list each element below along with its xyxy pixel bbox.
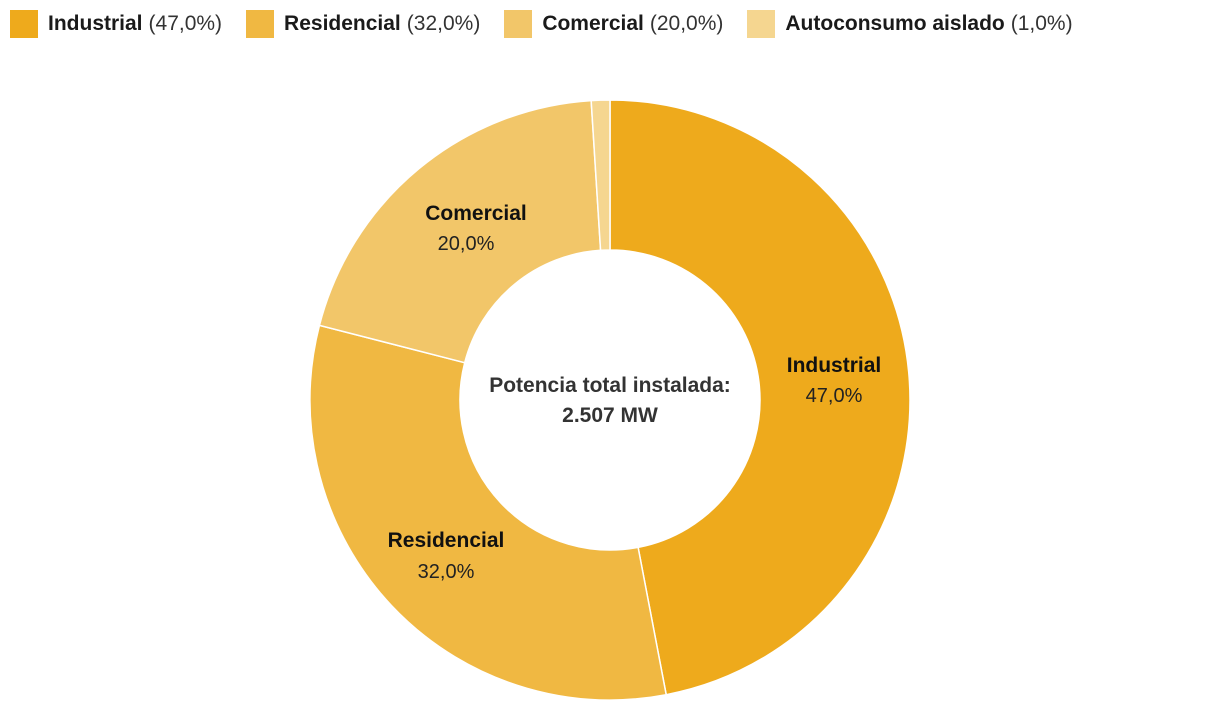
slice-label-residencial: Residencial <box>388 529 505 552</box>
slice-value-comercial: 20,0% <box>438 233 495 255</box>
slice-labels: Industrial 47,0% Residencial 32,0% Comer… <box>388 202 882 583</box>
donut-slices <box>309 99 911 701</box>
slice-value-industrial: 47,0% <box>806 385 863 407</box>
legend-item-industrial: Industrial (47,0%) <box>10 10 222 38</box>
legend-value-autoconsumo: (1,0%) <box>1010 12 1073 35</box>
legend-label-autoconsumo: Autoconsumo aislado <box>785 12 1005 35</box>
donut-slice-industrial <box>609 99 911 696</box>
slice-value-residencial: 32,0% <box>418 561 475 583</box>
legend-label-comercial: Comercial <box>542 12 644 35</box>
legend-item-comercial: Comercial (20,0%) <box>504 10 723 38</box>
chart-legend: Industrial (47,0%) Residencial (32,0%) C… <box>10 10 1097 38</box>
legend-value-residencial: (32,0%) <box>406 12 481 35</box>
center-label-line1: Potencia total instalada: <box>489 374 731 397</box>
legend-label-industrial: Industrial <box>48 12 143 35</box>
legend-label-residencial: Residencial <box>284 12 401 35</box>
donut-slice-comercial <box>318 99 602 364</box>
donut-slice-autoconsumo <box>590 99 611 252</box>
legend-item-residencial: Residencial (32,0%) <box>246 10 480 38</box>
legend-swatch-autoconsumo <box>747 10 776 38</box>
legend-swatch-comercial <box>504 10 533 38</box>
slice-label-comercial: Comercial <box>425 202 527 225</box>
legend-swatch-residencial <box>246 10 275 38</box>
slice-label-industrial: Industrial <box>787 354 882 377</box>
donut-slice-residencial <box>309 324 668 701</box>
legend-swatch-industrial <box>10 10 38 38</box>
center-label-line2: 2.507 MW <box>562 404 658 427</box>
legend-value-industrial: (47,0%) <box>148 12 223 35</box>
legend-item-autoconsumo: Autoconsumo aislado (1,0%) <box>747 10 1073 38</box>
center-label: Potencia total instalada: 2.507 MW <box>489 374 731 427</box>
legend-value-comercial: (20,0%) <box>649 12 724 35</box>
